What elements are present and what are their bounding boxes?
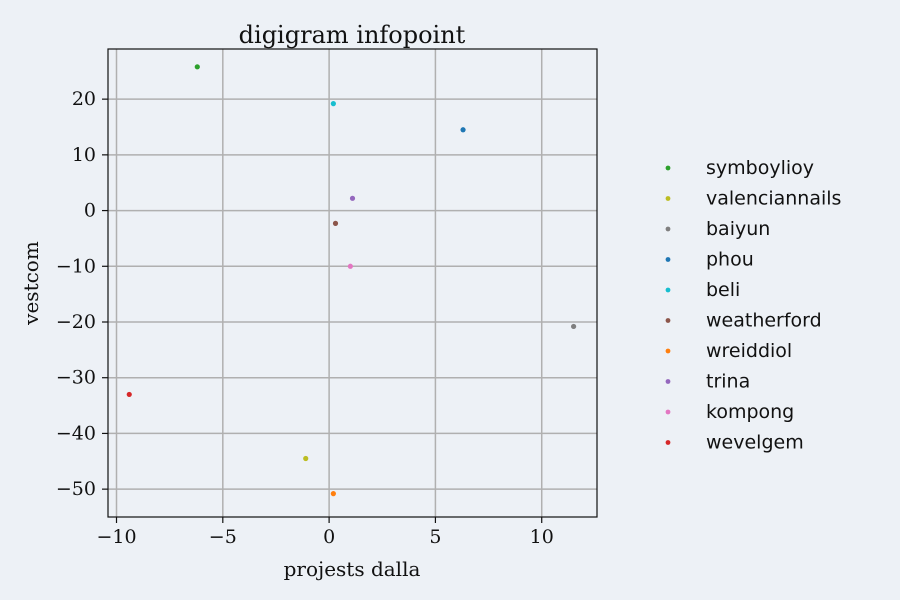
legend-label: kompong [706, 401, 794, 423]
grid-lines [108, 49, 597, 517]
legend-marker [665, 440, 671, 445]
y-tick-label: −10 [56, 255, 96, 277]
x-tick-label: −10 [96, 526, 136, 548]
data-point [330, 491, 336, 497]
legend-marker [665, 226, 671, 232]
data-points [126, 64, 577, 497]
data-point [303, 455, 309, 462]
y-tick-label: −50 [56, 478, 96, 500]
legend-label: wevelgem [706, 432, 804, 454]
legend-label: symboylioy [706, 157, 814, 179]
data-point [349, 195, 356, 201]
legend-marker [665, 379, 671, 384]
x-axis-label: projests dalla [284, 557, 421, 581]
data-point [194, 64, 200, 70]
legend: symboylioy valenciannails baiyun phou beli we… [665, 157, 841, 454]
legend-label: trina [706, 371, 750, 393]
legend-marker [665, 409, 671, 415]
y-tick-label: −40 [56, 422, 96, 444]
y-tick-label: 20 [72, 88, 96, 110]
legend-label: phou [706, 249, 754, 271]
y-axis-ticks: −50 −40 −30 −20 −10 0 10 20 [56, 88, 108, 500]
legend-label: weatherford [706, 310, 822, 332]
legend-label: valenciannails [706, 188, 841, 210]
legend-marker [665, 257, 671, 262]
legend-marker [665, 348, 671, 354]
x-tick-label: 5 [429, 526, 441, 548]
data-point [460, 127, 466, 133]
data-point [330, 101, 336, 107]
legend-marker [665, 196, 671, 201]
legend-label: beli [706, 279, 740, 301]
y-axis-label: vestcom [19, 241, 43, 326]
data-point [571, 323, 577, 330]
legend-marker [665, 287, 671, 293]
x-tick-label: 0 [323, 526, 335, 548]
x-tick-label: −5 [209, 526, 237, 548]
x-axis-ticks: −10 −5 0 5 10 [96, 517, 554, 548]
y-tick-label: −30 [56, 367, 96, 389]
y-tick-label: −20 [56, 311, 96, 333]
legend-marker [665, 318, 671, 323]
y-tick-label: 0 [84, 200, 96, 222]
legend-marker [665, 165, 671, 171]
chart-title: digigram infopoint [239, 21, 466, 49]
plot-frame [107, 48, 598, 518]
data-point [126, 391, 132, 398]
data-point [347, 263, 353, 269]
x-tick-label: 10 [530, 526, 554, 548]
data-point [332, 220, 339, 226]
legend-label: baiyun [706, 218, 770, 240]
legend-label: wreiddiol [706, 340, 792, 362]
y-tick-label: 10 [72, 144, 96, 166]
